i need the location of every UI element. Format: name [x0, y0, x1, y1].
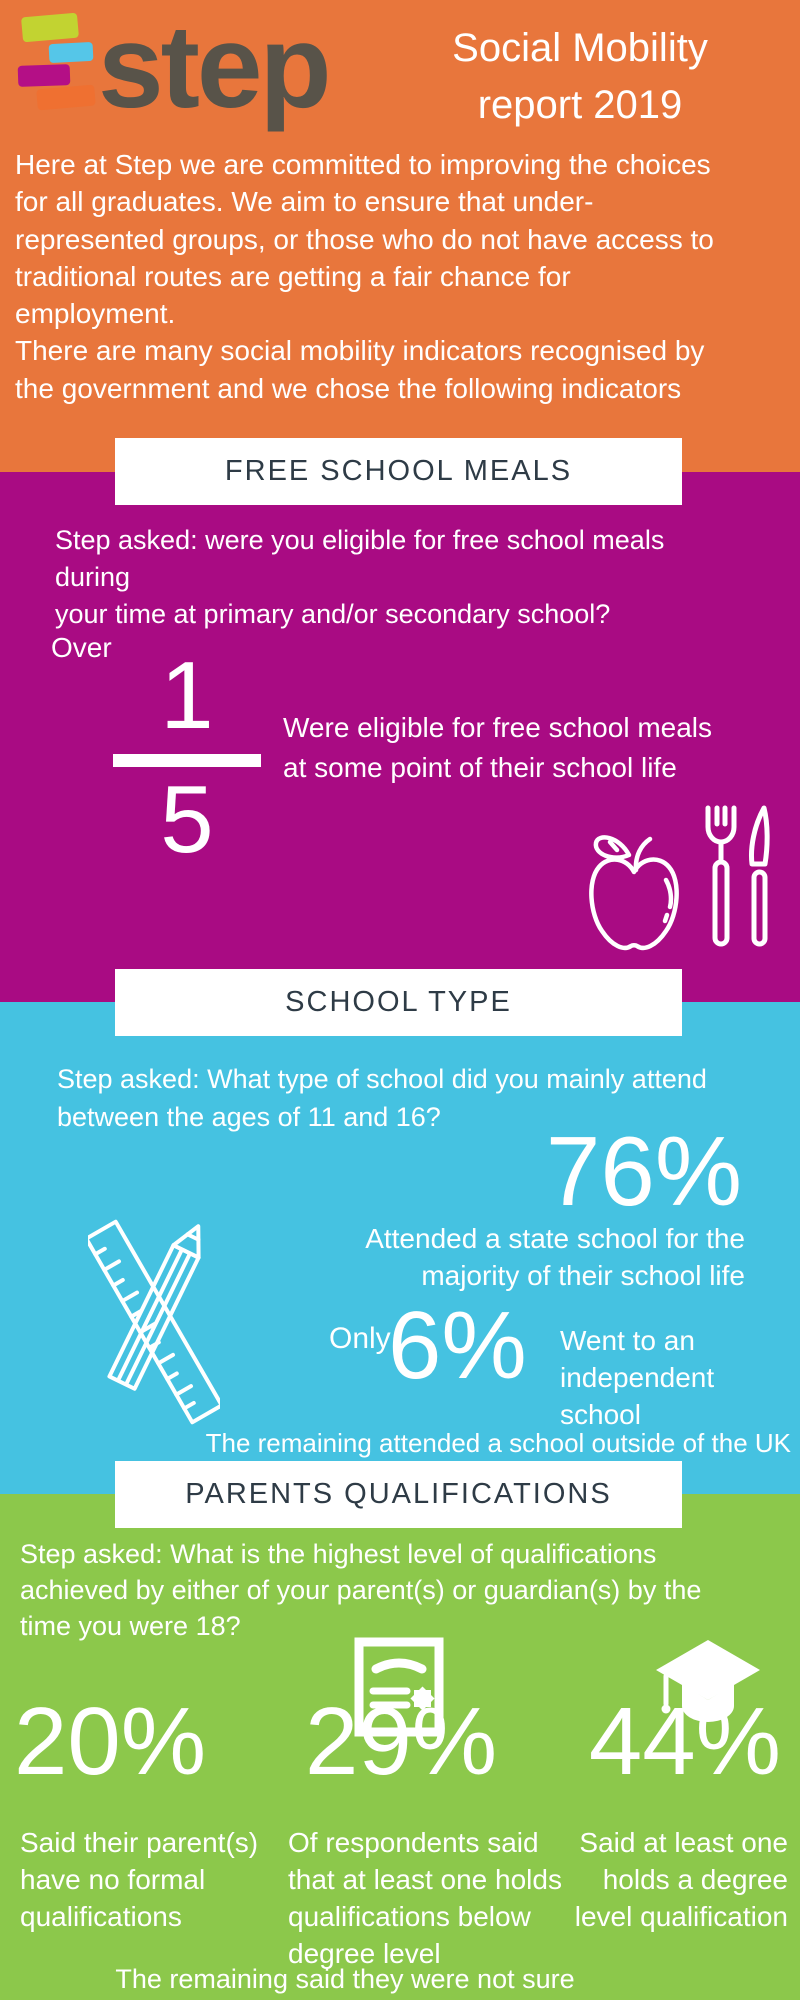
stat-no-qualifications-value: 20% — [14, 1688, 207, 1795]
fsm-stat-text: Were eligible for free school meals at s… — [283, 712, 713, 783]
stat-independent-text: Went to an independent school — [560, 1325, 715, 1430]
step-logo: step — [0, 0, 340, 140]
logo-bar-orange-icon — [36, 84, 96, 111]
apple-icon — [589, 835, 679, 951]
stat-below-degree-text: Of respondents said that at least one ho… — [288, 1827, 562, 1969]
section-parents-qualifications — [0, 1494, 800, 2000]
heading-parents-qualifications: PARENTS QUALIFICATIONS — [115, 1461, 682, 1528]
stat-state-text: Attended a state school for the majority… — [365, 1223, 745, 1291]
stat-below-degree-value: 29% — [305, 1688, 498, 1795]
logo-bar-lime-icon — [21, 12, 79, 43]
pq-question: Step asked: What is the highest level of… — [20, 1539, 702, 1641]
section-school-type — [0, 1002, 800, 1494]
intro-text: Here at Step we are committed to improvi… — [15, 149, 714, 404]
logo-wordmark: step — [98, 1, 332, 133]
certificate-icon — [354, 1637, 444, 1737]
st-only-label: Only — [329, 1322, 391, 1355]
fraction-numerator: 1 — [160, 642, 214, 749]
section-intro — [0, 0, 800, 472]
stat-degree-text: Said at least one holds a degree level q… — [574, 1827, 788, 1932]
logo-bar-blue-icon — [48, 41, 94, 64]
stat-state-value: 76% — [545, 1116, 742, 1226]
stat-degree-value: 44% — [588, 1688, 781, 1795]
st-question: Step asked: What type of school did you … — [57, 1064, 707, 1132]
fraction-bar — [113, 754, 261, 767]
heading-free-school-meals: FREE SCHOOL MEALS — [115, 438, 682, 505]
fsm-over-label: Over — [51, 632, 112, 663]
graduation-cap-icon — [656, 1640, 760, 1722]
fraction-denominator: 5 — [160, 766, 214, 873]
pq-footnote: The remaining said they were not sure — [115, 1964, 575, 1994]
logo-bar-magenta-icon — [17, 64, 71, 87]
page-title: Social Mobility report 2019 — [452, 26, 708, 127]
st-footnote: The remaining attended a school outside … — [205, 1428, 791, 1458]
fork-knife-icon — [705, 805, 770, 947]
heading-school-type: SCHOOL TYPE — [115, 969, 682, 1036]
stat-independent-value: 6% — [388, 1292, 527, 1399]
pencil-ruler-icon — [88, 1219, 220, 1425]
stat-no-qualifications-text: Said their parent(s) have no formal qual… — [20, 1827, 259, 1932]
fsm-question: Step asked: were you eligible for free s… — [55, 525, 665, 629]
